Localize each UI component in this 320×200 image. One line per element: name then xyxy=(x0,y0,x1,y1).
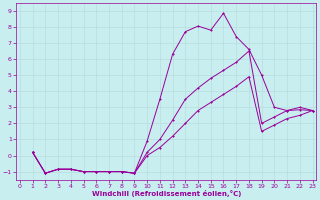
X-axis label: Windchill (Refroidissement éolien,°C): Windchill (Refroidissement éolien,°C) xyxy=(92,190,241,197)
